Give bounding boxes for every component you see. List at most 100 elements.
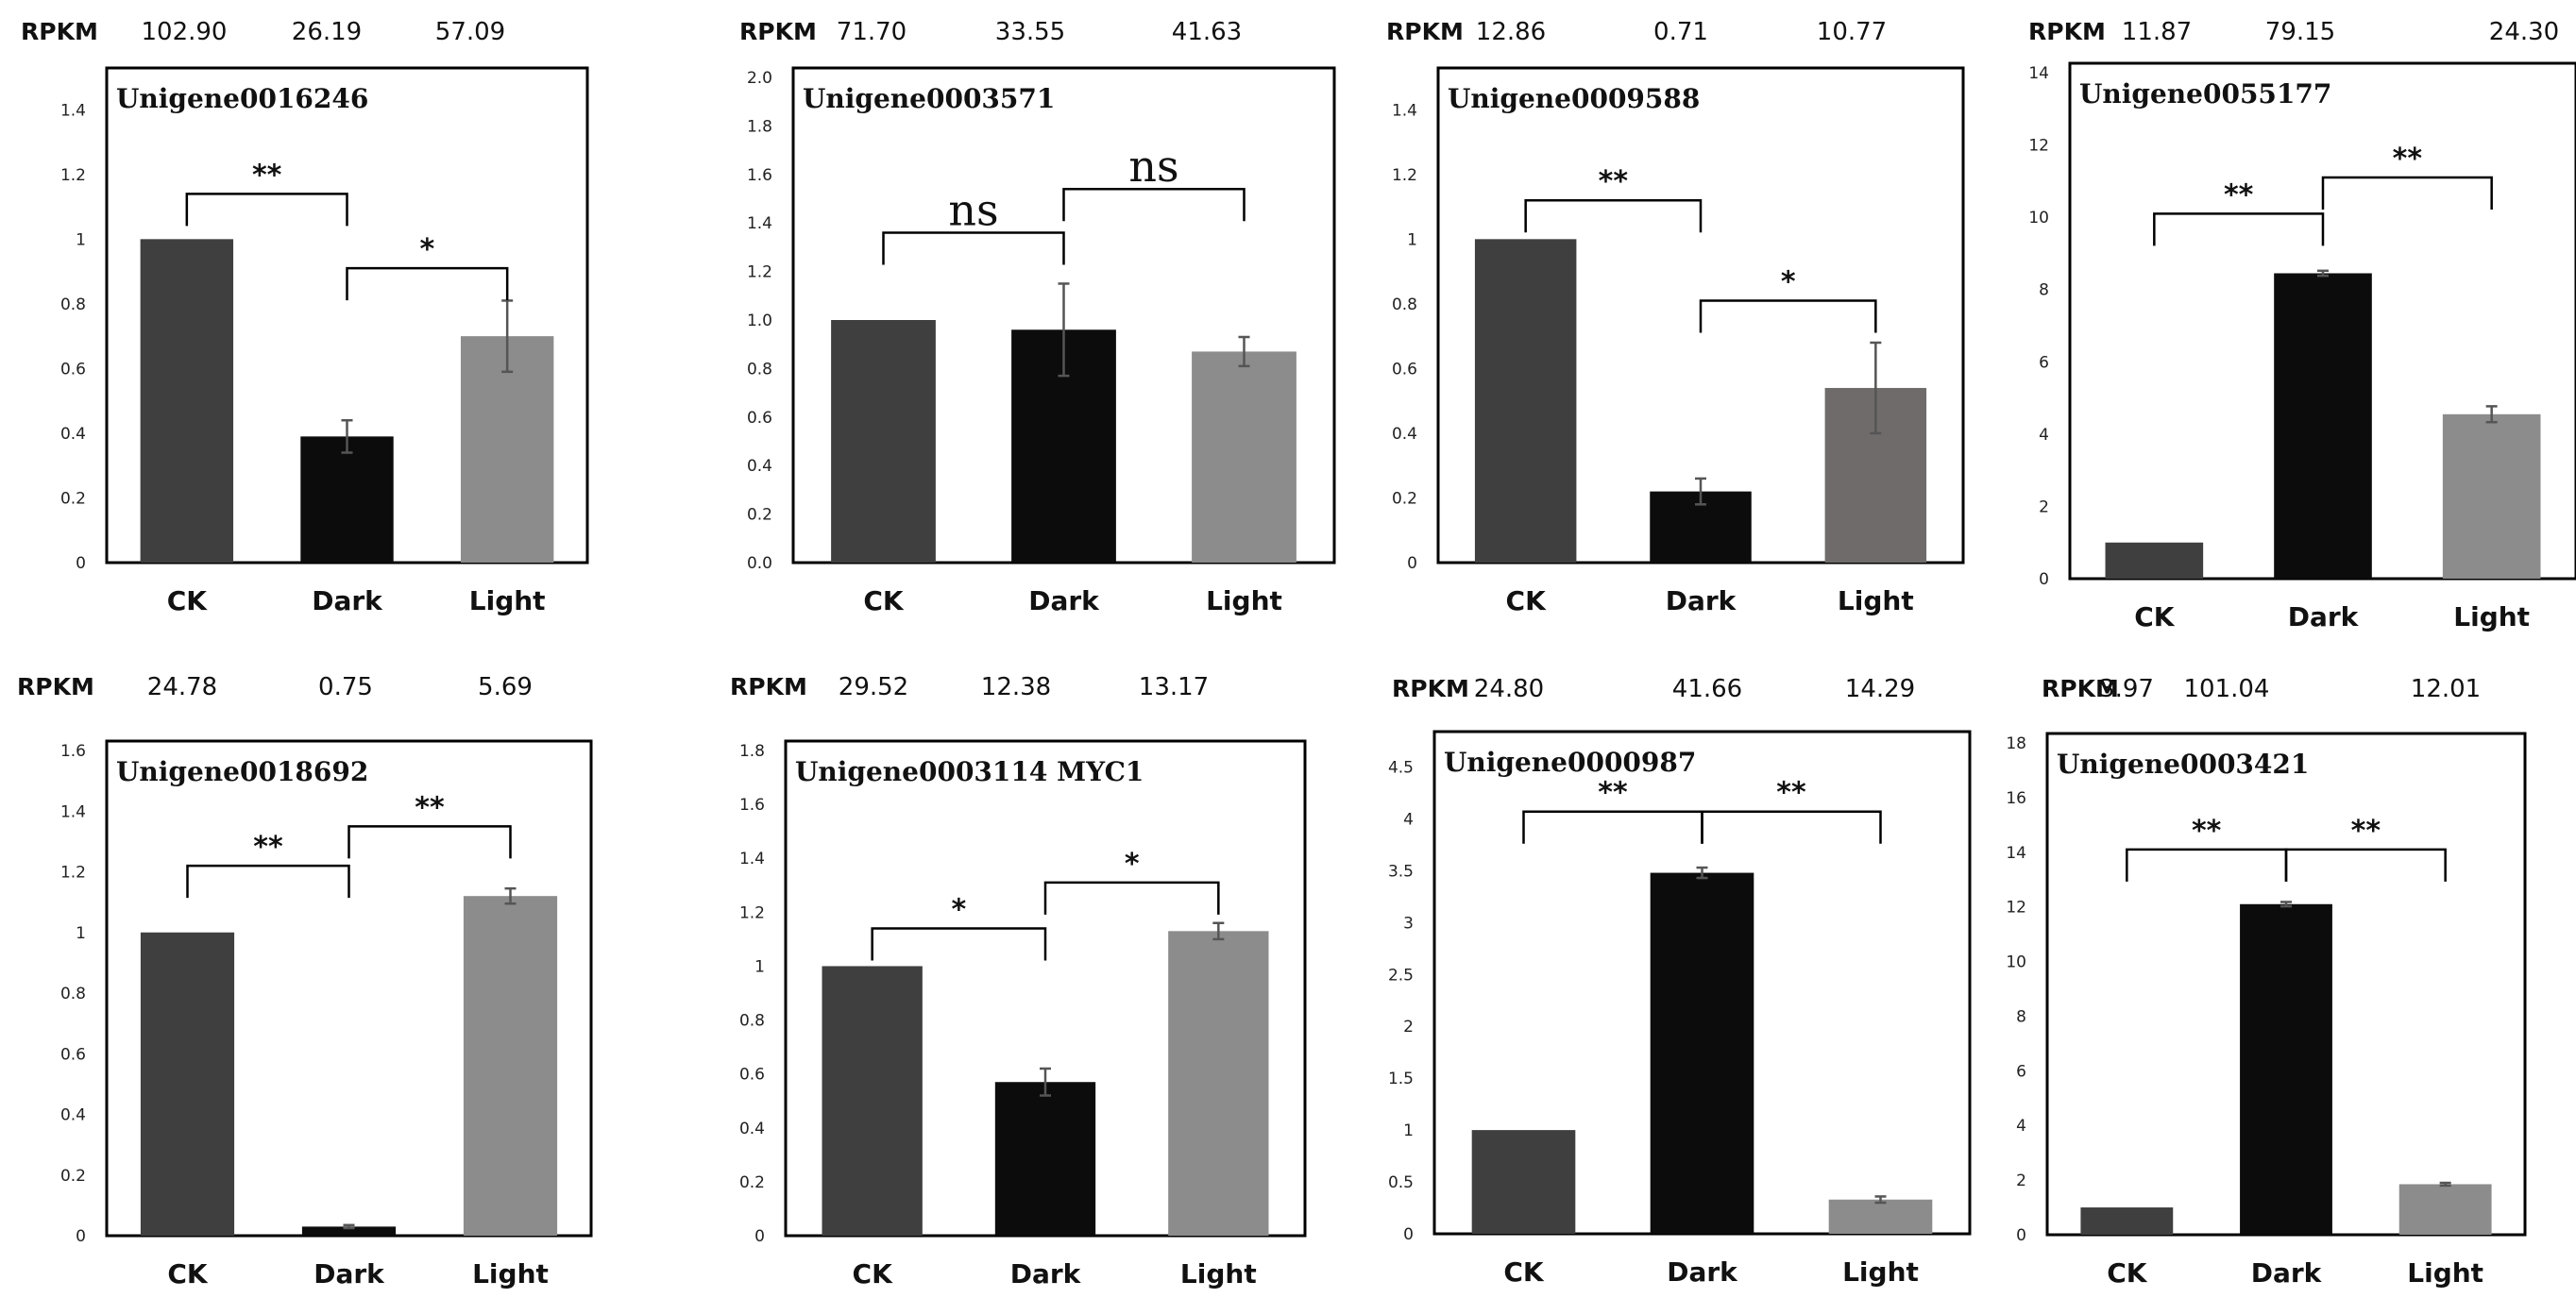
significance-bracket — [186, 864, 350, 899]
rpkm-label: RPKM — [21, 18, 98, 45]
y-tick-label: 2 — [1403, 1018, 1414, 1037]
rpkm-label: RPKM — [730, 673, 807, 700]
rpkm-label: RPKM — [2042, 675, 2119, 702]
rpkm-value-light: 14.29 — [1845, 675, 1915, 703]
category-label-ck: CK — [167, 585, 209, 616]
y-tick-label: 1.4 — [739, 850, 765, 868]
category-label-dark: Dark — [2251, 1257, 2323, 1289]
y-tick-label: 3.5 — [1388, 862, 1414, 881]
category-label-ck: CK — [2134, 601, 2176, 632]
category-label-light: Light — [1842, 1256, 1919, 1288]
rpkm-value-dark: 79.15 — [2265, 18, 2335, 46]
bar-dark — [2274, 273, 2372, 579]
bar-ck — [2080, 1207, 2174, 1235]
y-tick-label: 1 — [754, 957, 765, 976]
y-tick-label: 1.4 — [60, 802, 86, 821]
significance-label: ns — [948, 184, 998, 235]
y-tick-label: 1.6 — [60, 742, 86, 761]
y-tick-label: 0 — [76, 554, 86, 573]
rpkm-value-ck: 24.78 — [147, 673, 217, 701]
gene-title: Unigene0003421 — [2057, 749, 2309, 780]
y-tick-label: 14 — [2006, 844, 2026, 863]
rpkm-value-dark: 12.38 — [981, 673, 1051, 701]
significance-bracket — [2153, 212, 2325, 246]
y-tick-label: 0.8 — [739, 1012, 765, 1031]
chart-panel-3: RPKM 12.86 0.71 10.77 0 0.2 0.4 0.6 0.8 1 1.2 1.4 Un… — [1386, 18, 1965, 616]
category-label-dark: Dark — [2288, 601, 2360, 632]
y-tick-label: 1 — [1407, 230, 1417, 249]
rpkm-value-ck: 24.80 — [1474, 675, 1544, 703]
y-tick-label: 4 — [1403, 810, 1414, 829]
rpkm-value-light: 41.63 — [1172, 18, 1242, 46]
y-tick-label: 1.8 — [747, 117, 772, 136]
significance-label: * — [419, 233, 434, 266]
significance-label: ** — [2351, 815, 2381, 848]
bar-light — [2398, 1184, 2492, 1235]
significance-label: ** — [2393, 143, 2423, 176]
y-tick-label: 0 — [2016, 1226, 2026, 1245]
y-tick-label: 1.2 — [60, 864, 86, 883]
bar-light — [463, 896, 558, 1236]
y-tick-label: 1.4 — [747, 214, 772, 233]
bar-dark — [300, 436, 394, 563]
category-label-light: Light — [2453, 601, 2530, 632]
significance-label: ** — [252, 159, 282, 192]
bar-ck — [140, 239, 234, 564]
significance-bracket — [1522, 810, 1703, 844]
y-tick-label: 0.4 — [739, 1120, 765, 1138]
y-tick-label: 1.6 — [747, 166, 772, 185]
y-tick-label: 0 — [754, 1227, 765, 1246]
rpkm-label: RPKM — [1386, 18, 1464, 45]
gene-title: Unigene0018692 — [116, 756, 368, 787]
y-tick-label: 0.6 — [60, 1045, 86, 1064]
gene-title: Unigene0009588 — [1448, 83, 1700, 114]
y-tick-label: 0 — [2039, 570, 2049, 589]
y-tick-label: 2.0 — [747, 69, 772, 88]
y-tick-label: 12 — [2028, 137, 2049, 156]
rpkm-value-dark: 41.66 — [1672, 675, 1742, 703]
bar-ck — [1474, 239, 1577, 564]
y-tick-label: 0.2 — [60, 489, 86, 508]
category-label-ck: CK — [167, 1258, 209, 1290]
y-tick-label: 2.5 — [1388, 966, 1414, 985]
significance-label: ** — [2224, 178, 2254, 211]
significance-bracket — [2126, 848, 2288, 882]
significance-label: * — [1781, 265, 1796, 298]
bar-ck — [822, 966, 923, 1236]
y-tick-label: 0 — [1407, 554, 1417, 573]
y-tick-label: 1 — [76, 924, 86, 943]
significance-label: ** — [1599, 165, 1629, 198]
category-label-dark: Dark — [1010, 1258, 1082, 1290]
y-tick-label: 10 — [2028, 209, 2049, 228]
category-label-dark: Dark — [1667, 1256, 1738, 1288]
y-tick-label: 0.2 — [739, 1173, 765, 1192]
y-tick-label: 0.6 — [739, 1066, 765, 1085]
gene-title: Unigene0003571 — [803, 83, 1055, 114]
y-tick-label: 0.2 — [60, 1167, 86, 1186]
category-label-light: Light — [1180, 1258, 1257, 1290]
bar-dark — [2240, 903, 2332, 1235]
rpkm-value-ck: 29.52 — [839, 673, 908, 701]
category-label-ck: CK — [863, 585, 905, 616]
significance-bracket — [871, 927, 1047, 961]
category-label-dark: Dark — [314, 1258, 385, 1290]
bar-light — [460, 336, 554, 563]
y-tick-label: 0.8 — [1392, 295, 1417, 314]
y-tick-label: 0.8 — [747, 360, 772, 379]
rpkm-label: RPKM — [2028, 18, 2106, 45]
rpkm-value-dark: 0.71 — [1653, 18, 1708, 46]
bar-light — [1168, 931, 1269, 1236]
y-tick-label: 1.6 — [739, 796, 765, 815]
y-tick-label: 0 — [1403, 1225, 1414, 1244]
y-tick-label: 4 — [2016, 1117, 2026, 1136]
bar-light — [1828, 1199, 1933, 1234]
rpkm-value-ck: 102.90 — [142, 18, 228, 46]
y-tick-label: 0.4 — [1392, 425, 1417, 444]
significance-bracket — [1701, 810, 1882, 844]
significance-label: ** — [253, 831, 283, 864]
y-tick-label: 1.4 — [60, 101, 86, 120]
y-tick-label: 8 — [2039, 281, 2049, 300]
category-label-ck: CK — [2107, 1257, 2148, 1289]
